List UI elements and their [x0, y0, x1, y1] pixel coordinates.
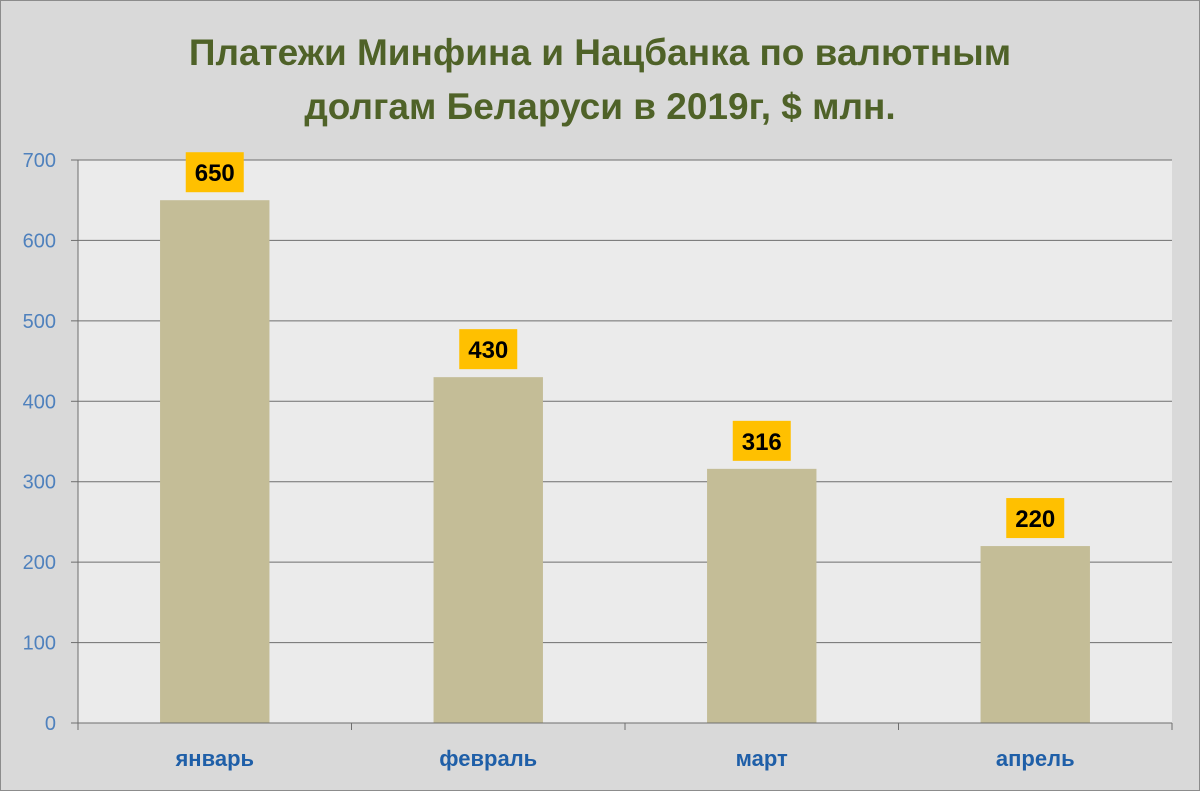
data-label: 316: [742, 429, 782, 456]
bar-март: [707, 468, 817, 723]
y-tick-label: 100: [23, 633, 56, 655]
y-tick-label: 200: [23, 552, 56, 574]
axes: [77, 160, 1173, 730]
data-label: 650: [195, 160, 235, 187]
data-label-box: [185, 152, 244, 193]
bars: [160, 200, 1090, 723]
bar-февраль: [433, 377, 543, 723]
y-tick-label: 0: [45, 713, 56, 735]
chart-title-line-2: долгам Беларуси в 2019г, $ млн.: [304, 86, 896, 127]
data-labels: 650 430 316 220: [185, 152, 1065, 539]
data-label: 430: [468, 337, 508, 364]
data-label-box: [1006, 498, 1065, 539]
chart-title-line-1: Платежи Минфина и Нацбанка по валютным: [188, 32, 1012, 73]
x-category-label: апрель: [996, 746, 1075, 771]
x-category-label: февраль: [439, 746, 537, 771]
y-tick-label: 300: [23, 472, 56, 494]
bar-январь: [160, 200, 270, 723]
data-label: 220: [1015, 506, 1055, 533]
y-tick-label: 600: [23, 230, 56, 252]
y-tick-label: 400: [23, 391, 56, 413]
x-category-label: январь: [174, 746, 254, 771]
bar-апрель: [980, 546, 1090, 723]
data-label-box: [459, 329, 518, 370]
y-tick-label: 700: [23, 150, 56, 172]
y-axis-ticks: 0 100 200 300 400 500 600 700: [23, 150, 78, 735]
x-axis-categories: январь февраль март апрель: [174, 746, 1074, 771]
x-category-label: март: [736, 746, 788, 771]
y-tick-label: 500: [23, 311, 56, 333]
data-label-box: [732, 420, 791, 461]
chart-title: Платежи Минфина и Нацбанка по валютным д…: [0, 26, 1200, 134]
